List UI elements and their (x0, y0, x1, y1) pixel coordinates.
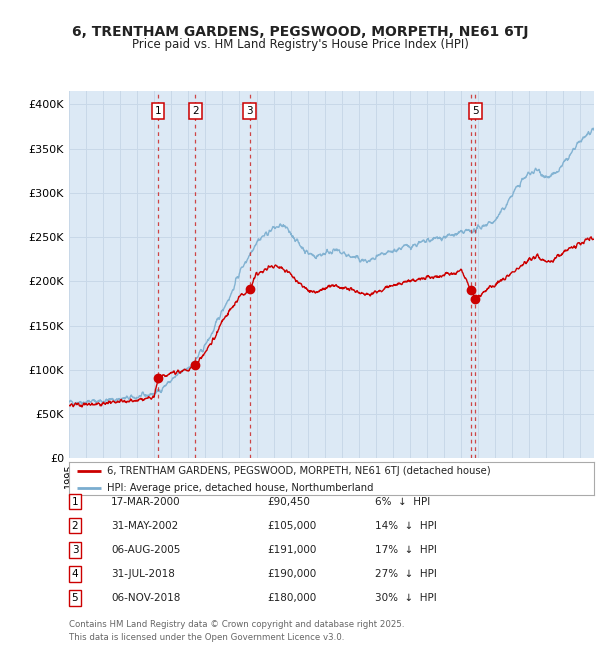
Text: £105,000: £105,000 (267, 521, 316, 531)
Text: 06-AUG-2005: 06-AUG-2005 (111, 545, 181, 555)
Text: 14%  ↓  HPI: 14% ↓ HPI (375, 521, 437, 531)
Text: 6, TRENTHAM GARDENS, PEGSWOOD, MORPETH, NE61 6TJ: 6, TRENTHAM GARDENS, PEGSWOOD, MORPETH, … (72, 25, 528, 39)
Text: £190,000: £190,000 (267, 569, 316, 579)
Text: 17%  ↓  HPI: 17% ↓ HPI (375, 545, 437, 555)
Text: £90,450: £90,450 (267, 497, 310, 507)
Text: 4: 4 (71, 569, 79, 579)
Text: This data is licensed under the Open Government Licence v3.0.: This data is licensed under the Open Gov… (69, 633, 344, 642)
Text: 3: 3 (246, 106, 253, 116)
Text: 3: 3 (71, 545, 79, 555)
Text: 5: 5 (71, 593, 79, 603)
Text: 31-JUL-2018: 31-JUL-2018 (111, 569, 175, 579)
Text: 17-MAR-2000: 17-MAR-2000 (111, 497, 181, 507)
Text: 30%  ↓  HPI: 30% ↓ HPI (375, 593, 437, 603)
Text: £191,000: £191,000 (267, 545, 316, 555)
Text: 2: 2 (192, 106, 199, 116)
Text: 6, TRENTHAM GARDENS, PEGSWOOD, MORPETH, NE61 6TJ (detached house): 6, TRENTHAM GARDENS, PEGSWOOD, MORPETH, … (107, 465, 490, 476)
Text: HPI: Average price, detached house, Northumberland: HPI: Average price, detached house, Nort… (107, 483, 373, 493)
Text: Price paid vs. HM Land Registry's House Price Index (HPI): Price paid vs. HM Land Registry's House … (131, 38, 469, 51)
Text: Contains HM Land Registry data © Crown copyright and database right 2025.: Contains HM Land Registry data © Crown c… (69, 620, 404, 629)
Text: £180,000: £180,000 (267, 593, 316, 603)
Text: 1: 1 (71, 497, 79, 507)
Text: 06-NOV-2018: 06-NOV-2018 (111, 593, 181, 603)
Text: 2: 2 (71, 521, 79, 531)
Text: 5: 5 (472, 106, 479, 116)
Text: 6%  ↓  HPI: 6% ↓ HPI (375, 497, 430, 507)
Text: 31-MAY-2002: 31-MAY-2002 (111, 521, 178, 531)
Text: 1: 1 (154, 106, 161, 116)
Text: 27%  ↓  HPI: 27% ↓ HPI (375, 569, 437, 579)
